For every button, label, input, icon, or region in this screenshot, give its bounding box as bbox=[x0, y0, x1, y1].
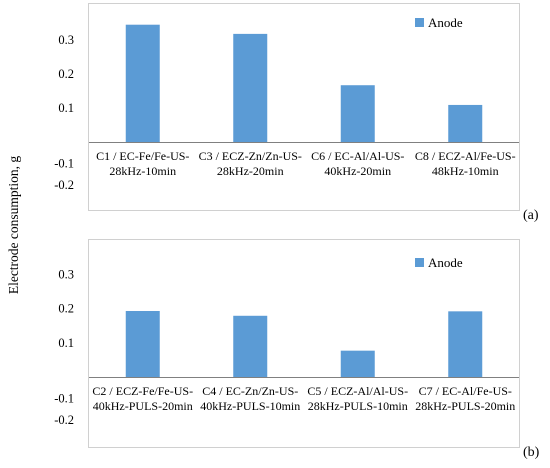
panel-a: 0.30.20.1-0.1-0.2 C1 / EC-Fe/Fe-US-28kHz… bbox=[54, 15, 519, 192]
panel-a-ytick-label: 0.2 bbox=[58, 67, 74, 81]
panel-b-bar bbox=[448, 311, 483, 377]
panel-a-category-label: 28kHz-20min bbox=[217, 164, 284, 178]
panel-a-frame bbox=[88, 3, 520, 211]
panel-b-frame bbox=[88, 239, 520, 448]
panel-b-category-label: 40kHz-PULS-10min bbox=[200, 399, 300, 413]
panel-a-category-label: 28kHz-10min bbox=[109, 164, 176, 178]
panel-a-bar bbox=[448, 104, 483, 142]
panel-a-category-label: 48kHz-10min bbox=[432, 164, 499, 178]
panel-label-a: (a) bbox=[523, 208, 539, 223]
panel-a-bar bbox=[233, 33, 268, 142]
panel-b-legend-swatch bbox=[415, 258, 424, 267]
panel-b-ytick-label: -0.2 bbox=[54, 413, 74, 427]
panel-a-legend: Anode bbox=[415, 15, 463, 30]
panel-b-category-label: C4 / EC-Zn/Zn-US- bbox=[202, 384, 298, 398]
panel-b-ytick-label: 0.1 bbox=[58, 336, 74, 350]
panel-b: 0.30.20.1-0.1-0.2 C2 / ECZ-Fe/Fe-US-40kH… bbox=[54, 255, 519, 427]
panel-b-legend: Anode bbox=[415, 255, 463, 270]
panel-b-legend-label: Anode bbox=[428, 255, 463, 270]
panel-b-category-label: 28kHz-PULS-10min bbox=[308, 399, 408, 413]
panel-a-ytick-label: 0.3 bbox=[58, 33, 74, 47]
panel-a-ytick-label: 0.1 bbox=[58, 101, 74, 115]
panel-b-bar bbox=[340, 350, 375, 377]
panel-a-category-label: C6 / EC-Al/Al-US- bbox=[311, 149, 404, 163]
panel-a-bar bbox=[125, 24, 160, 143]
panel-label-b: (b) bbox=[523, 445, 540, 460]
panel-a-category-label: 40kHz-20min bbox=[324, 164, 391, 178]
panel-a-category-label: C8 / ECZ-Al/Fe-US- bbox=[415, 149, 516, 163]
panel-a-bar bbox=[340, 85, 375, 142]
panel-a-ytick-label: -0.1 bbox=[54, 156, 74, 170]
panel-a-legend-swatch bbox=[415, 18, 424, 27]
panel-b-category-label: C2 / ECZ-Fe/Fe-US- bbox=[92, 384, 193, 398]
y-axis-title: Electrode consumption, g bbox=[6, 156, 21, 295]
panel-b-ytick-label: 0.3 bbox=[58, 267, 74, 281]
panel-a-category-label: C3 / ECZ-Zn/Zn-US- bbox=[199, 149, 302, 163]
panel-b-ytick-label: 0.2 bbox=[58, 302, 74, 316]
panel-a-category-label: C1 / EC-Fe/Fe-US- bbox=[96, 149, 189, 163]
panel-b-bar bbox=[125, 310, 160, 377]
panel-a-ytick-label: -0.2 bbox=[54, 178, 74, 192]
panel-b-bar bbox=[233, 315, 268, 377]
panel-b-category-label: C5 / ECZ-Al/Al-US- bbox=[307, 384, 408, 398]
panel-b-ytick-label: -0.1 bbox=[54, 392, 74, 406]
panel-b-category-label: C7 / EC-Al/Fe-US- bbox=[419, 384, 512, 398]
panel-b-category-label: 28kHz-PULS-20min bbox=[415, 399, 515, 413]
panel-b-category-label: 40kHz-PULS-20min bbox=[93, 399, 193, 413]
panel-a-legend-label: Anode bbox=[428, 15, 463, 30]
